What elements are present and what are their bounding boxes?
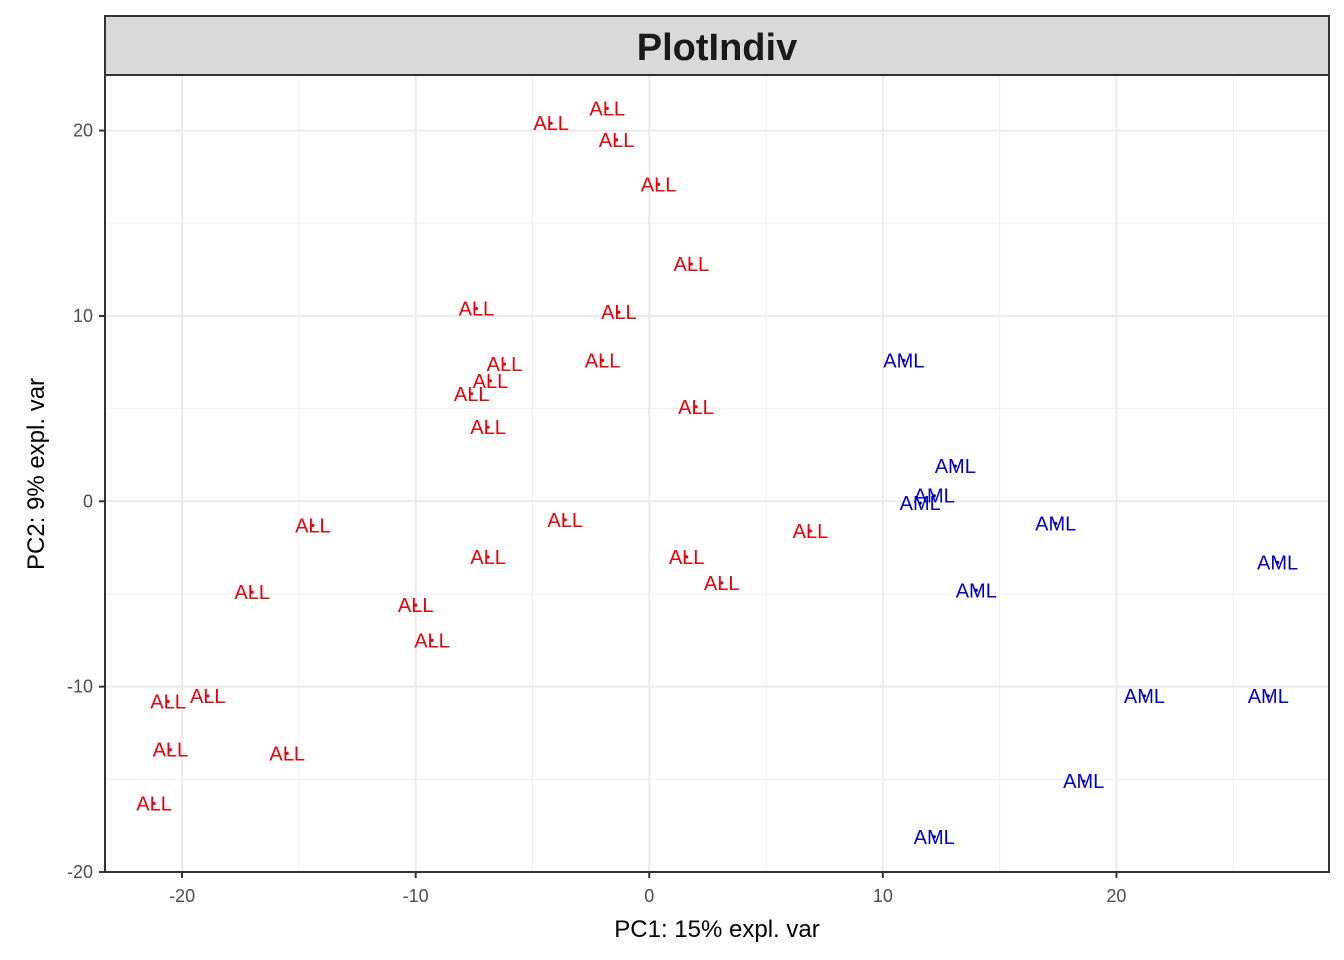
panel-border bbox=[104, 74, 1330, 873]
data-point-label: ALL bbox=[487, 354, 523, 376]
data-point-marker bbox=[1276, 560, 1280, 565]
data-point-label: AML bbox=[1063, 771, 1104, 793]
data-point-marker bbox=[1082, 779, 1086, 783]
data-point-label: ALL bbox=[589, 98, 625, 120]
x-tick-label: -20 bbox=[169, 886, 195, 906]
data-point-label: ALL bbox=[150, 691, 186, 713]
data-point-marker bbox=[1054, 521, 1058, 526]
data-point-label: ALL bbox=[599, 130, 635, 152]
data-point-marker bbox=[1266, 694, 1270, 698]
y-tick-label: -10 bbox=[67, 677, 93, 697]
data-point-label: ALL bbox=[136, 793, 172, 815]
data-point-marker bbox=[470, 392, 474, 396]
data-point-label: ALL bbox=[585, 350, 621, 372]
y-tick-label: 10 bbox=[73, 306, 93, 326]
data-point-label: ALL bbox=[473, 371, 509, 393]
data-point-label: AML bbox=[935, 456, 976, 478]
x-tick-label: 10 bbox=[873, 886, 893, 906]
data-point-marker bbox=[414, 603, 418, 607]
data-point-label: AML bbox=[956, 580, 997, 602]
strip-background bbox=[104, 15, 1330, 76]
x-tick-label: 0 bbox=[644, 886, 654, 906]
data-point-label: AML bbox=[914, 827, 955, 849]
data-point-marker bbox=[166, 699, 170, 704]
data-point-label: ALL bbox=[459, 299, 495, 321]
x-tick-label: 20 bbox=[1106, 886, 1126, 906]
data-point-label: ALL bbox=[601, 302, 637, 324]
data-point-marker bbox=[902, 358, 906, 363]
data-point-marker bbox=[1142, 694, 1147, 698]
data-point-marker bbox=[474, 306, 479, 311]
y-axis-title: PC2: 9% expl. var bbox=[23, 378, 50, 570]
data-point-marker bbox=[600, 358, 605, 363]
data-point-marker bbox=[486, 425, 490, 429]
data-point-label: ALL bbox=[269, 743, 305, 765]
data-point-label: ALL bbox=[470, 547, 506, 569]
data-point-marker bbox=[614, 138, 619, 142]
data-point-label: ALL bbox=[641, 174, 677, 196]
data-point-marker bbox=[685, 555, 689, 559]
data-point-marker bbox=[808, 529, 813, 533]
data-point-marker bbox=[430, 638, 434, 642]
data-point-marker bbox=[549, 121, 553, 125]
data-point-marker bbox=[720, 581, 724, 585]
data-point-marker bbox=[488, 379, 493, 383]
data-point-marker bbox=[285, 751, 289, 755]
data-point-label: ALL bbox=[674, 254, 710, 276]
data-point-label: ALL bbox=[470, 417, 506, 439]
data-point-marker bbox=[168, 748, 173, 752]
data-point-marker bbox=[311, 523, 315, 527]
data-point-marker bbox=[974, 588, 978, 592]
data-point-marker bbox=[657, 182, 661, 186]
data-point-label: AML bbox=[1248, 686, 1289, 708]
data-point-marker bbox=[152, 801, 156, 806]
data-point-marker bbox=[563, 518, 567, 522]
data-point-marker bbox=[605, 106, 609, 110]
data-point-marker bbox=[694, 405, 698, 409]
data-point-marker bbox=[502, 362, 507, 366]
data-point-marker bbox=[953, 464, 957, 468]
y-tick-label: 20 bbox=[73, 121, 93, 141]
data-point-label: ALL bbox=[533, 113, 569, 135]
data-point-label: ALL bbox=[454, 384, 490, 406]
y-tick-label: -20 bbox=[67, 862, 93, 882]
data-point-label: ALL bbox=[398, 595, 434, 617]
x-tick-label: -10 bbox=[403, 886, 429, 906]
data-point-marker bbox=[250, 590, 254, 594]
x-axis-title: PC1: 15% expl. var bbox=[614, 916, 819, 943]
data-point-label: AML bbox=[1124, 686, 1165, 708]
data-point-label: AML bbox=[1257, 552, 1298, 574]
y-tick-label: 0 bbox=[83, 491, 93, 511]
data-point-marker bbox=[932, 494, 936, 498]
data-point-marker bbox=[206, 694, 210, 698]
data-point-label: ALL bbox=[678, 397, 714, 419]
data-point-marker bbox=[689, 262, 693, 266]
data-point-label: ALL bbox=[414, 630, 450, 652]
axes: -20 -10 0 10 20 -20 -10 0 10 20 bbox=[67, 121, 1126, 906]
data-point-marker bbox=[932, 835, 936, 839]
data-point-marker bbox=[486, 555, 490, 559]
data-point-label: ALL bbox=[234, 582, 270, 604]
data-point-label: AML bbox=[900, 493, 941, 515]
data-point-label: AML bbox=[883, 350, 924, 372]
data-point-marker bbox=[918, 501, 922, 505]
chart-title: PlotIndiv bbox=[637, 27, 797, 69]
panel-background bbox=[105, 75, 1329, 872]
data-point-label: AML bbox=[1035, 514, 1076, 536]
data-point-marker bbox=[617, 310, 621, 314]
data-point-label: ALL bbox=[669, 547, 705, 569]
data-point-label: ALL bbox=[153, 740, 189, 762]
data-point-label: ALL bbox=[547, 510, 583, 532]
data-point-label: ALL bbox=[295, 515, 331, 537]
strip-header: PlotIndiv bbox=[104, 15, 1330, 76]
data-point-label: ALL bbox=[704, 573, 740, 595]
data-point-label: ALL bbox=[793, 521, 829, 543]
data-point-label: AML bbox=[914, 486, 955, 508]
data-point-label: ALL bbox=[190, 686, 226, 708]
